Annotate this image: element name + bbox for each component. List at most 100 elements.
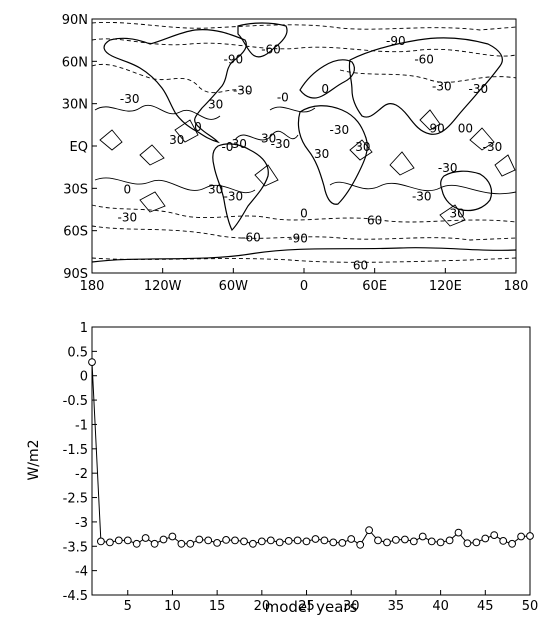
data-point	[374, 536, 382, 545]
contour-label: -60	[261, 43, 281, 57]
data-point	[106, 538, 114, 547]
data-point	[490, 531, 499, 539]
data-point	[329, 538, 338, 547]
data-point	[508, 539, 516, 548]
data-point	[222, 536, 231, 544]
contour-label: -30	[118, 211, 138, 225]
coastline-north-america	[103, 29, 247, 144]
map-ocean-contours	[91, 22, 517, 263]
contour-label: 30	[208, 98, 223, 112]
line-plot-frame	[91, 326, 531, 596]
contour-label: -30	[330, 123, 350, 137]
data-point	[517, 532, 525, 541]
data-point	[472, 538, 481, 547]
line-y-tick-label: -4	[75, 565, 88, 580]
coastline-africa	[297, 105, 368, 205]
line-x-tick-label: 50	[522, 599, 539, 614]
coastline-south-america	[212, 143, 269, 232]
map-y-tick-label: EQ	[70, 140, 88, 155]
data-point	[97, 537, 105, 546]
line-y-tick-label: 0	[80, 370, 88, 385]
data-point	[114, 536, 123, 545]
contour-pos-5	[139, 164, 466, 227]
data-point	[195, 535, 204, 544]
data-point	[409, 537, 418, 546]
data-point	[231, 536, 239, 545]
map-x-axis: 180 120W 60W 0 60E 120E 180	[80, 268, 529, 294]
contour-label: 60	[367, 213, 382, 227]
line-x-tick-label: 10	[164, 599, 181, 614]
data-point	[168, 532, 177, 541]
coastline-greenland	[237, 22, 288, 58]
contour-label: -30	[271, 137, 291, 151]
map-x-tick-label: 120W	[144, 279, 182, 294]
contour-label: 0	[124, 182, 132, 196]
series-line	[91, 362, 531, 546]
line-y-tick-label: -2.5	[63, 492, 88, 507]
contour-label: -0	[221, 140, 233, 154]
contour-neg-north-3	[91, 64, 517, 94]
contour-label: -90	[386, 34, 406, 48]
data-point	[257, 537, 266, 546]
line-y-tick-label: -0.5	[63, 394, 88, 409]
contour-label: -90	[224, 53, 244, 67]
contour-label: -30	[438, 161, 458, 175]
data-point	[338, 539, 347, 547]
contour-label: -30	[412, 189, 432, 203]
map-x-tick-label: 120E	[429, 279, 462, 294]
data-point	[266, 536, 275, 545]
contour-label: 00	[458, 122, 473, 136]
map-y-tick-label: 90S	[63, 267, 88, 282]
data-point	[141, 534, 150, 542]
data-point	[427, 537, 436, 546]
data-point	[240, 537, 248, 546]
line-chart-panel: 1 0.5 0 -0.5 -1 -1.5 -2 -2.5 -3 -3.5 -4 -4.5 5 10 15 2…	[26, 321, 538, 616]
map-y-tick-label: 90N	[62, 13, 88, 28]
y-axis-label: W/m2	[26, 439, 42, 480]
line-y-tick-label: 1	[80, 321, 88, 336]
series-markers	[88, 358, 534, 549]
coastline-antarctica	[91, 247, 517, 263]
data-point	[88, 358, 96, 367]
contour-label: 0	[321, 82, 329, 96]
line-y-axis: 1 0.5 0 -0.5 -1 -1.5 -2 -2.5 -3 -3.5 -4 -4.5	[63, 321, 97, 604]
contour-label: -30	[224, 189, 244, 203]
line-y-tick-label: -4.5	[63, 589, 88, 604]
contour-label: 0	[300, 206, 308, 220]
data-point	[347, 535, 356, 543]
data-point	[186, 539, 195, 548]
map-x-tick-label: 0	[300, 279, 308, 294]
map-x-tick-label: 180	[80, 279, 105, 294]
contour-pos-4	[94, 177, 517, 195]
data-point	[481, 534, 490, 543]
line-y-tick-label: -3.5	[63, 540, 88, 555]
contour-label: -30	[469, 82, 489, 96]
map-y-tick-label: 60N	[62, 55, 88, 70]
data-point	[392, 536, 400, 544]
data-point	[418, 532, 427, 541]
line-x-tick-label: 30	[343, 599, 360, 614]
data-point	[213, 539, 222, 547]
contour-label: 60	[353, 259, 368, 273]
map-coastlines	[91, 22, 517, 263]
contour-label: -90	[288, 232, 308, 246]
line-x-tick-label: 5	[124, 599, 132, 614]
map-y-tick-label: 30S	[63, 182, 88, 197]
contour-neg-south-2	[91, 225, 517, 241]
contour-neg-north-1	[91, 22, 517, 31]
data-point	[383, 538, 391, 547]
data-point	[132, 539, 141, 548]
line-y-tick-label: -2	[75, 467, 88, 482]
map-x-tick-label: 180	[504, 279, 529, 294]
coastline-asia	[348, 37, 503, 135]
contour-label: 30	[232, 137, 247, 151]
contour-label: -60	[414, 53, 434, 67]
data-point	[454, 528, 463, 537]
line-x-tick-label: 20	[254, 599, 271, 614]
data-point	[445, 536, 454, 545]
contour-pos-1	[94, 105, 316, 120]
data-point	[320, 536, 329, 545]
contour-label: 30	[169, 133, 184, 147]
contour-label: -0	[277, 91, 289, 105]
